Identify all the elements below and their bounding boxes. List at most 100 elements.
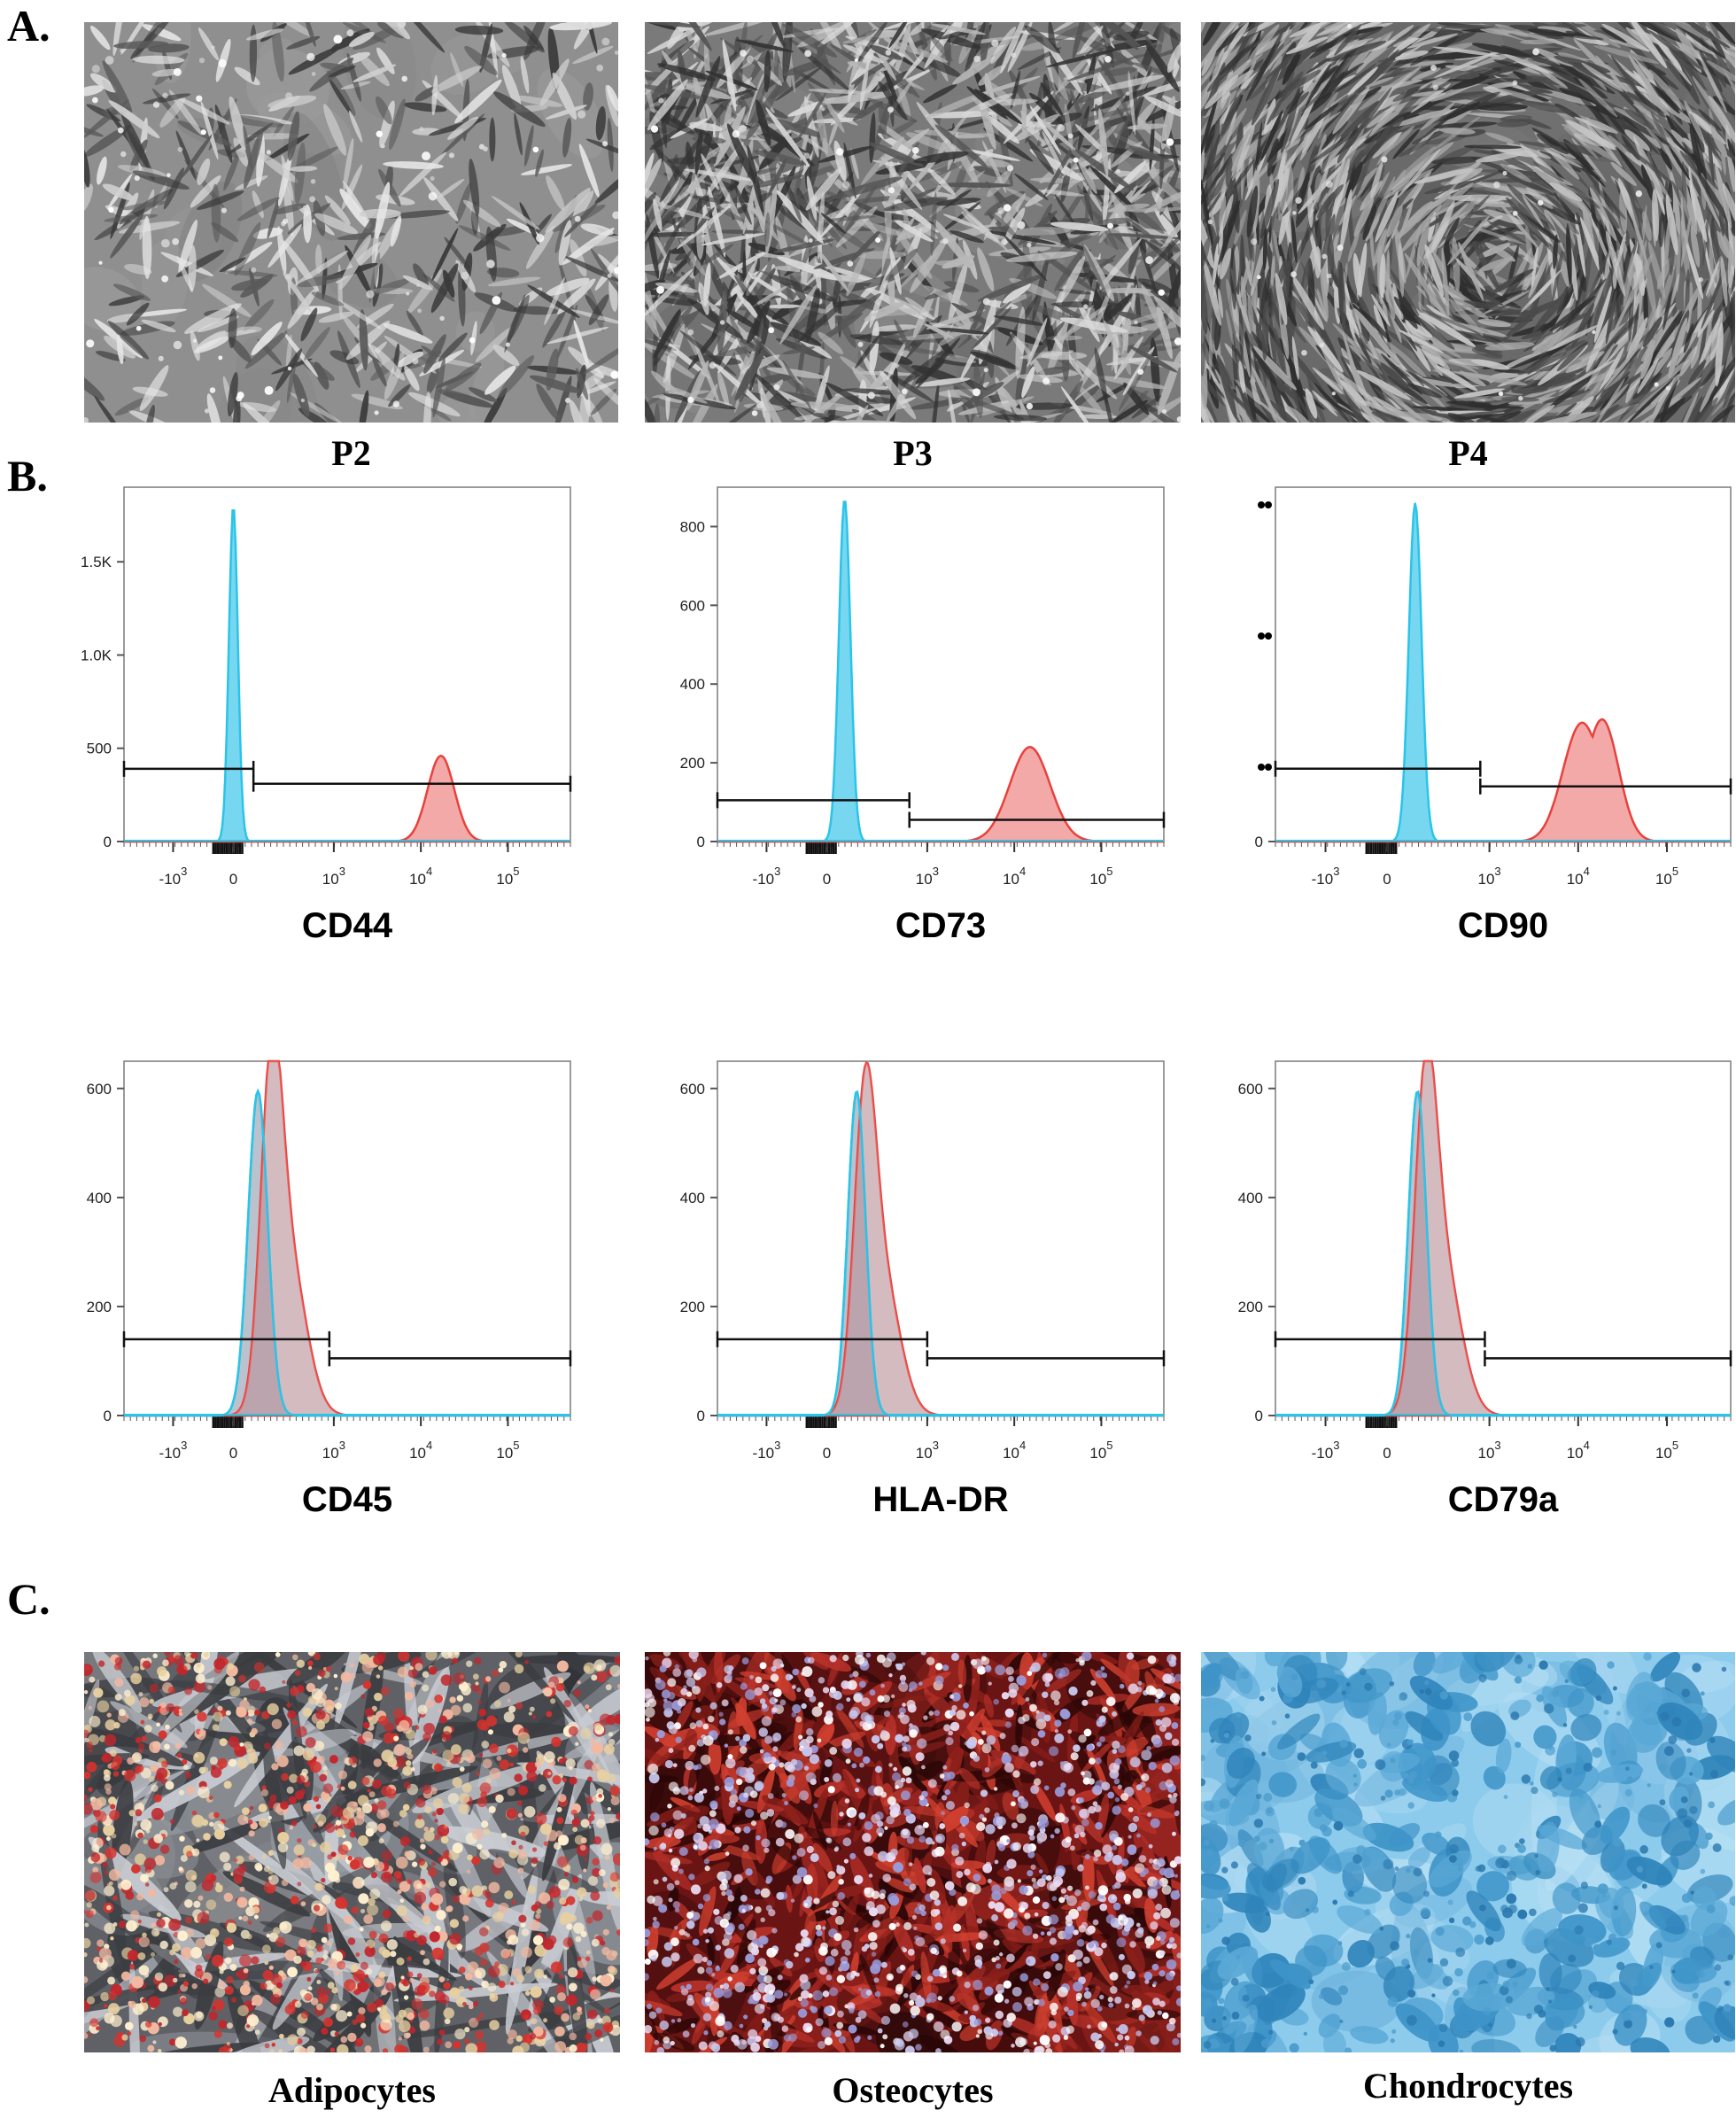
y-tick-label: 1.0K [81,647,112,663]
control-outline [717,1090,1164,1417]
y-tick-marker [1265,632,1272,640]
micrograph-adipocytes [84,1652,620,2052]
negative-gate[interactable] [1274,760,1482,777]
y-tick-label: 600 [680,1081,705,1098]
positive-gate[interactable] [908,811,1166,828]
y-tick-label: 200 [680,1299,705,1315]
x-tick-label: 105 [496,1439,519,1462]
caption-p4: P4 [1448,433,1488,473]
caption-osteocytes: Osteocytes [832,2070,994,2110]
x-tick-label: -103 [1312,1439,1340,1462]
x-tick-label: 105 [496,865,519,888]
sample-histogram [124,1059,570,1417]
x-tick-label: -103 [753,1439,781,1462]
x-tick-label: 103 [1478,1439,1501,1462]
y-tick-label: 500 [87,741,112,757]
y-tick-label: 0 [1255,834,1263,850]
micrograph-p2 [84,22,618,423]
control-histogram [1275,1090,1731,1417]
x-tick-label: 0 [229,871,237,888]
y-tick-label: 200 [1238,1299,1263,1315]
x-tick-label: 104 [409,1439,432,1462]
y-tick-label: 0 [1255,1408,1263,1424]
panel-letter-b: B. [7,451,48,500]
y-tick-label: 0 [104,1408,112,1424]
negative-gate[interactable] [716,1331,929,1347]
x-tick-label: 104 [1567,865,1590,888]
negative-gate[interactable] [716,792,911,809]
caption-p2: P2 [331,433,371,473]
micrograph-p4 [1201,22,1735,423]
x-tick-label: 103 [916,1439,939,1462]
x-tick-label: 105 [1089,1439,1112,1462]
x-tick-label: 0 [229,1445,237,1462]
y-tick-marker [1258,632,1265,640]
y-tick-label: 1.5K [81,554,112,570]
panel-letter-a: A. [7,1,50,50]
micrograph-osteocytes [645,1652,1181,2052]
x-tick-label: -103 [753,865,781,888]
sample-histogram [1275,1059,1731,1417]
positive-gate[interactable] [1484,1350,1732,1367]
positive-gate[interactable] [926,1350,1166,1367]
y-tick-marker [1265,764,1272,771]
caption-adipocytes: Adipocytes [268,2070,436,2110]
y-tick-label: 400 [87,1190,112,1206]
micrograph-chondrocytes [1201,1652,1735,2052]
positive-gate[interactable] [328,1350,572,1367]
x-tick-label: 104 [1003,865,1026,888]
micrograph-p3 [645,22,1181,423]
histogram-title: HLA-DR [872,1480,1008,1519]
x-tick-label: 104 [409,865,432,888]
y-tick-label: 400 [680,1190,705,1206]
positive-gate[interactable] [1479,778,1732,795]
histogram-cd45: 0 200 400 600 -103 0 103 104 105 CD45 [87,1059,572,1519]
histogram-title: CD45 [302,1480,392,1519]
x-tick-label: 0 [1383,871,1391,888]
histogram-title: CD79a [1448,1480,1559,1519]
x-tick-label: 103 [916,865,939,888]
histogram-cd90: 0 -103 0 103 104 105 CD90 [1255,486,1732,945]
y-tick-label: 400 [1238,1190,1263,1206]
control-histogram [717,1090,1164,1417]
histogram-cd79a: 0 200 400 600 -103 0 103 104 105 CD79a [1238,1059,1732,1519]
histogram-title: CD90 [1458,906,1548,945]
sample-histogram [717,1061,1164,1417]
negative-gate[interactable] [1274,1331,1486,1347]
x-tick-label: -103 [159,1439,188,1462]
plot-frame [717,486,1165,842]
x-tick-label: 103 [322,865,345,888]
histogram-cd73: 0 200 400 600 800 -103 0 103 104 105 CD73 [680,486,1166,945]
control-outline [124,1088,570,1417]
histogram-hla-dr: 0 200 400 600 -103 0 103 104 105 HLA-DR [680,1060,1166,1519]
x-tick-label: 0 [823,1445,831,1462]
y-tick-label: 600 [87,1081,112,1098]
plot-frame [123,1060,571,1416]
x-tick-label: 105 [1655,865,1678,888]
plot-frame [123,486,571,842]
control-histogram [1275,502,1731,843]
histogram-title: CD73 [895,906,986,945]
y-tick-marker [1258,764,1265,771]
control-outline [1275,1090,1731,1417]
negative-gate[interactable] [122,760,255,777]
control-histogram [124,509,570,843]
caption-chondrocytes: Chondrocytes [1362,2066,1574,2106]
sample-histogram [1275,718,1731,843]
y-tick-label: 0 [697,834,705,850]
control-histogram [124,1088,570,1417]
x-tick-label: 0 [823,871,831,888]
plot-frame [717,1060,1165,1416]
plot-frame [1275,486,1732,842]
histogram-title: CD44 [302,906,393,945]
sample-overlap-tint [1275,1061,1731,1416]
y-tick-label: 400 [680,676,705,693]
positive-gate[interactable] [252,775,572,792]
y-tick-label: 600 [1238,1081,1263,1098]
negative-gate[interactable] [122,1331,331,1347]
sample-overlap-tint [717,1062,1164,1416]
sample-overlap-tint [124,1061,570,1416]
caption-p3: P3 [893,433,933,473]
y-tick-label: 0 [104,834,112,850]
x-tick-label: -103 [1312,865,1340,888]
